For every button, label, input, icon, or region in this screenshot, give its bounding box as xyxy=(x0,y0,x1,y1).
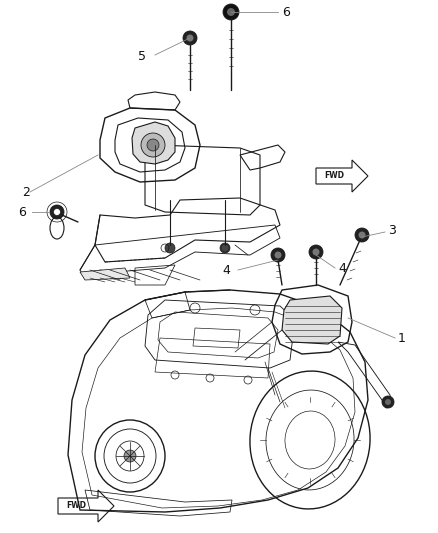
Text: 6: 6 xyxy=(282,5,290,19)
Circle shape xyxy=(271,248,285,262)
Circle shape xyxy=(165,243,175,253)
Circle shape xyxy=(187,35,194,42)
Circle shape xyxy=(53,208,60,215)
Circle shape xyxy=(147,139,159,151)
Circle shape xyxy=(220,243,230,253)
Text: 3: 3 xyxy=(388,224,396,238)
Circle shape xyxy=(223,4,239,20)
Circle shape xyxy=(382,396,394,408)
Polygon shape xyxy=(132,122,175,164)
Circle shape xyxy=(275,252,282,259)
Circle shape xyxy=(312,248,319,255)
Text: FWD: FWD xyxy=(324,172,344,181)
Circle shape xyxy=(309,245,323,259)
Polygon shape xyxy=(80,268,130,280)
Text: 2: 2 xyxy=(22,185,30,198)
Text: 5: 5 xyxy=(138,51,146,63)
Circle shape xyxy=(358,231,365,238)
Circle shape xyxy=(355,228,369,242)
Text: 1: 1 xyxy=(398,332,406,344)
Text: 4: 4 xyxy=(338,262,346,274)
Polygon shape xyxy=(282,296,342,344)
Circle shape xyxy=(141,133,165,157)
Circle shape xyxy=(183,31,197,45)
Text: 6: 6 xyxy=(18,206,26,219)
Circle shape xyxy=(50,205,64,219)
Circle shape xyxy=(227,8,235,16)
Text: FWD: FWD xyxy=(66,502,86,511)
Text: 4: 4 xyxy=(222,263,230,277)
Circle shape xyxy=(124,450,136,462)
Circle shape xyxy=(385,399,391,405)
